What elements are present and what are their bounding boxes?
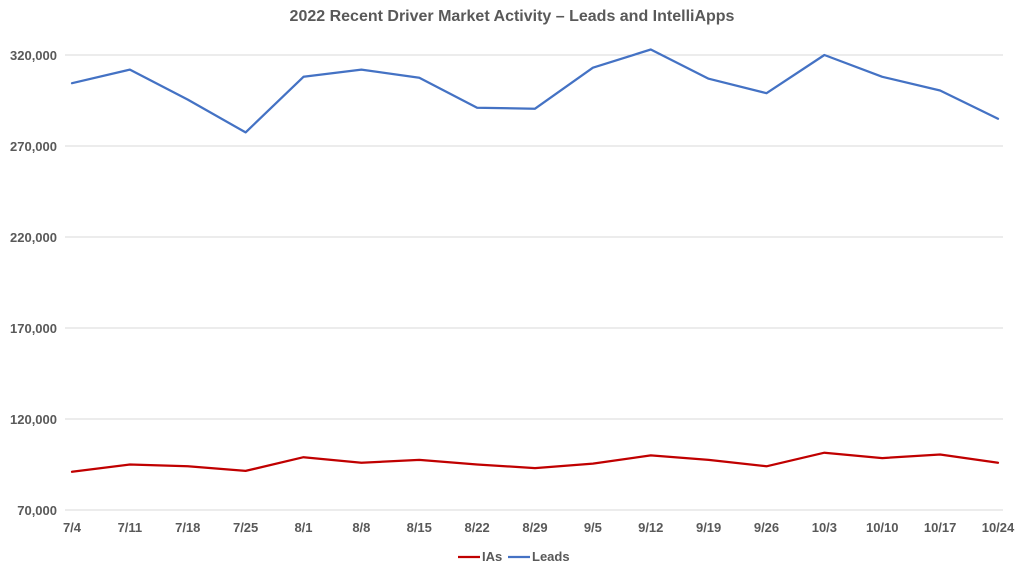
x-tick-label: 10/3 — [812, 520, 837, 535]
x-tick-label: 7/11 — [118, 520, 143, 535]
legend: IAs Leads — [458, 549, 570, 564]
x-tick-label: 8/8 — [352, 520, 370, 535]
x-tick-label: 7/25 — [233, 520, 258, 535]
x-axis-tick-labels: 7/4 7/11 7/18 7/25 8/1 8/8 8/15 8/22 8/29 9/5 9/12… — [63, 520, 1015, 535]
x-tick-label: 8/29 — [522, 520, 547, 535]
x-tick-label: 9/26 — [754, 520, 779, 535]
x-tick-label: 9/19 — [696, 520, 721, 535]
x-tick-label: 9/5 — [584, 520, 602, 535]
x-tick-label: 8/22 — [464, 520, 489, 535]
x-tick-label: 9/12 — [638, 520, 663, 535]
gridlines — [65, 54, 1003, 511]
x-tick-label: 10/10 — [866, 520, 899, 535]
y-tick-label: 170,000 — [10, 321, 57, 336]
series-line-ias — [70, 451, 1000, 473]
series-lines — [70, 48, 1000, 473]
y-tick-label: 120,000 — [10, 412, 57, 427]
legend-label-ias: IAs — [482, 549, 502, 564]
y-tick-label: 70,000 — [17, 503, 57, 518]
x-tick-label: 7/4 — [63, 520, 82, 535]
x-tick-label: 7/18 — [175, 520, 200, 535]
x-tick-label: 10/17 — [924, 520, 957, 535]
y-tick-label: 270,000 — [10, 139, 57, 154]
series-line-leads — [70, 48, 1000, 134]
y-tick-label: 220,000 — [10, 230, 57, 245]
chart-title: 2022 Recent Driver Market Activity – Lea… — [289, 8, 735, 25]
x-tick-label: 8/1 — [294, 520, 312, 535]
x-tick-label: 8/15 — [407, 520, 432, 535]
legend-label-leads: Leads — [532, 549, 570, 564]
y-axis-tick-labels: 70,000 120,000 170,000 220,000 270,000 320,00… — [10, 48, 57, 518]
x-tick-label: 10/24 — [982, 520, 1015, 535]
y-tick-label: 320,000 — [10, 48, 57, 63]
